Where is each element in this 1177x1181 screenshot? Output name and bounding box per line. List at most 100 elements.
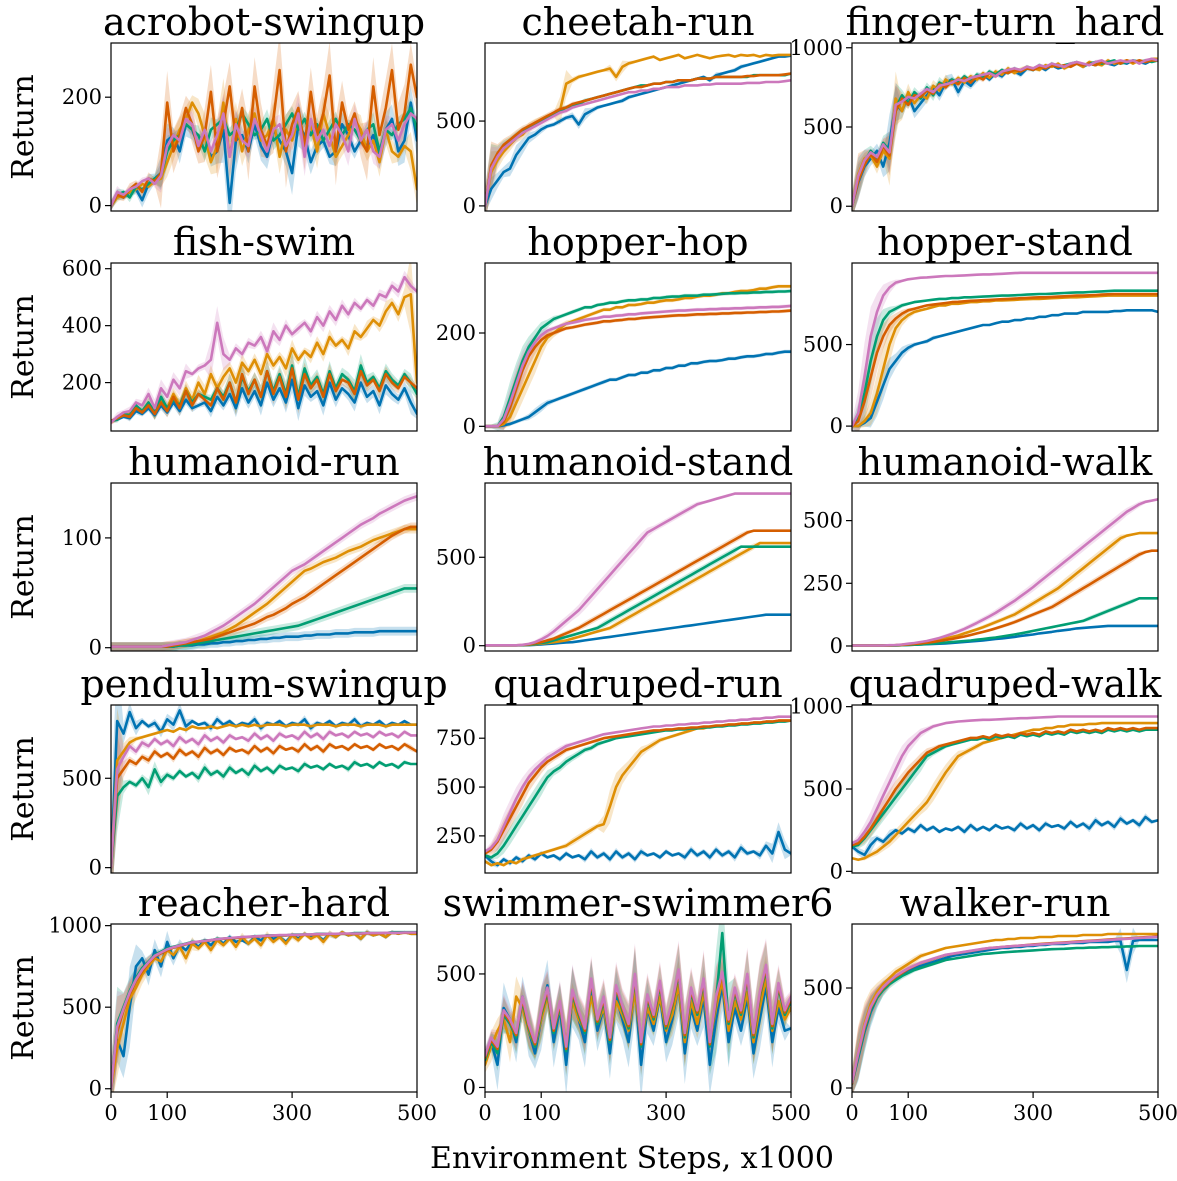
panel-title: hopper-hop	[527, 220, 748, 264]
y-tick-label: 0	[830, 859, 843, 883]
series-band-s5	[111, 491, 417, 651]
series-line-s5	[111, 112, 417, 207]
panel-title: humanoid-run	[128, 440, 399, 484]
panel-swimmer-swimmer6: swimmer-swimmer6 0 500 100 300 500 0	[436, 881, 834, 1125]
plot-frame	[484, 482, 792, 652]
y-tick-label: 0	[463, 194, 476, 218]
plot-area	[111, 43, 417, 211]
y-tick-label: 200	[62, 371, 102, 395]
plot-area	[485, 715, 791, 868]
plot-frame	[110, 704, 418, 874]
y-tick-label: 500	[803, 333, 843, 357]
figure-xlabel: Environment Steps, x1000	[430, 1141, 834, 1176]
y-tick-label: 500	[436, 775, 476, 799]
series-band-s4	[852, 549, 1158, 647]
panel-title: humanoid-stand	[483, 440, 794, 484]
panel-cheetah-run: cheetah-run 0 500	[436, 0, 792, 218]
series-line-s2	[852, 531, 1158, 647]
y-tick-label: 200	[62, 85, 102, 109]
x-tick-label: 0	[845, 1101, 858, 1125]
y-tick-label: 400	[62, 314, 102, 338]
y-tick-label: 0	[89, 1077, 102, 1101]
plot-area	[852, 927, 1158, 1092]
panel-fish-swim: fish-swim 200 400 600 Return	[6, 220, 418, 432]
panel-title: quadruped-walk	[849, 662, 1163, 706]
panel-reacher-hard: reacher-hard 0 500 1000 100 300 500 0 Return	[6, 881, 437, 1125]
plot-frame	[484, 42, 792, 212]
series-line-s1	[111, 378, 417, 423]
series-line-s5	[485, 492, 791, 647]
panels-grid: acrobot-swingup 0 200 Return cheetah-run 0 500…	[6, 0, 1177, 1125]
y-axis-label: Return	[6, 514, 41, 619]
series-line-s1	[485, 350, 791, 428]
plot-area	[111, 705, 417, 873]
y-tick-label: 0	[830, 634, 843, 658]
plot-frame	[110, 262, 418, 432]
series-line-s5	[852, 715, 1158, 845]
y-tick-label: 500	[803, 115, 843, 139]
series-line-s2	[852, 57, 1158, 208]
series-line-s5	[111, 494, 417, 648]
plot-area	[111, 929, 417, 1092]
series-band-s1	[485, 55, 791, 211]
series-band-s5	[485, 492, 791, 646]
series-line-s5	[852, 271, 1158, 428]
plot-area	[111, 263, 417, 425]
plot-frame	[851, 42, 1159, 212]
y-tick-label: 1000	[49, 914, 102, 938]
plot-area	[111, 491, 417, 651]
series-line-s3	[111, 760, 417, 869]
panel-title: walker-run	[900, 881, 1111, 925]
panel-hopper-hop: hopper-hop 0 200	[436, 220, 792, 438]
series-line-s4	[111, 742, 417, 869]
series-line-s1	[852, 815, 1158, 857]
panel-title: acrobot-swingup	[103, 0, 425, 44]
panel-title: hopper-stand	[877, 220, 1133, 264]
y-tick-label: 500	[62, 995, 102, 1019]
y-tick-label: 600	[62, 257, 102, 281]
series-line-s5	[111, 730, 417, 869]
plot-frame	[851, 482, 1159, 652]
y-axis-label: Return	[6, 74, 41, 179]
series-line-s4	[852, 549, 1158, 647]
series-band-s5	[852, 498, 1158, 647]
series-line-s2	[485, 284, 791, 428]
panel-title: humanoid-walk	[858, 440, 1154, 484]
series-line-s5	[485, 715, 791, 853]
panel-title: quadruped-run	[493, 662, 783, 706]
x-tick-label: 100	[521, 1101, 561, 1125]
panel-pendulum-swingup: pendulum-swingup 0 500 Return	[6, 662, 448, 880]
plot-frame	[484, 704, 792, 874]
y-tick-label: 250	[803, 571, 843, 595]
panel-hopper-stand: hopper-stand 0 500	[803, 220, 1159, 438]
panel-title: pendulum-swingup	[80, 662, 447, 706]
y-tick-label: 1000	[790, 695, 843, 719]
y-tick-label: 100	[62, 526, 102, 550]
plot-area	[852, 57, 1158, 211]
series-line-s4	[111, 931, 417, 1090]
series-line-s5	[111, 275, 417, 424]
y-tick-label: 0	[830, 414, 843, 438]
panel-finger-turn_hard: finger-turn_hard 0 500 1000	[790, 0, 1165, 218]
series-line-s5	[485, 963, 791, 1057]
y-tick-label: 1000	[790, 36, 843, 60]
plot-area	[485, 492, 791, 647]
series-band-s3	[852, 728, 1158, 849]
series-line-s4	[111, 367, 417, 423]
y-tick-label: 500	[803, 777, 843, 801]
series-line-s4	[852, 934, 1158, 1085]
panel-title: cheetah-run	[521, 0, 754, 44]
plot-area	[852, 715, 1158, 862]
x-tick-label: 500	[1138, 1101, 1177, 1125]
series-line-s1	[485, 830, 791, 867]
plot-area	[852, 497, 1158, 647]
panel-humanoid-stand: humanoid-stand 0 500	[436, 440, 793, 658]
panel-walker-run: walker-run 0 500 100 300 500 0	[803, 881, 1177, 1125]
series-line-s5	[485, 304, 791, 428]
series-band-s4	[852, 935, 1158, 1092]
y-tick-label: 0	[89, 194, 102, 218]
plot-frame	[110, 923, 418, 1093]
y-tick-label: 0	[463, 1075, 476, 1099]
series-line-s3	[485, 289, 791, 428]
